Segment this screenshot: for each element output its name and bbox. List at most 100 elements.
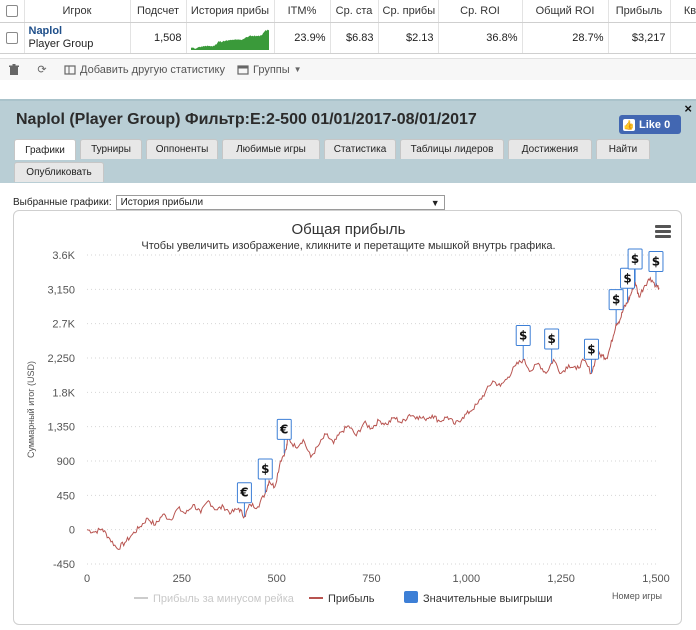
groups-label: Группы [253,63,290,76]
y-tick-label: 3.6K [52,250,75,262]
legend-item[interactable]: Прибыль за минусом рейка [134,593,295,605]
x-tick-label: 500 [267,573,285,585]
y-tick-label: 1.8K [52,387,75,399]
tab-tournaments[interactable]: Турниры [80,139,142,159]
x-tick-label: 0 [84,573,90,585]
header-quarter[interactable]: Кв [670,0,696,23]
refresh-icon: ⟳ [37,63,47,76]
chart-menu-icon[interactable] [655,225,671,239]
flag-label: $ [547,332,555,346]
header-count[interactable]: Подсчет [130,0,187,23]
tab-opponents[interactable]: Оппоненты [146,139,218,159]
y-tick-label: 0 [69,525,75,537]
add-column-icon [64,64,76,75]
header-player[interactable]: Игрок [24,0,131,23]
profit-chart[interactable]: Общая прибыль Чтобы увеличить изображени… [13,210,682,625]
charts-content: Выбранные графики: История прибыли ▼ Общ… [0,183,696,630]
y-axis-title: Суммарный итог (USD) [26,361,36,458]
chart-select[interactable]: История прибыли ▼ [115,195,445,210]
flag-label: $ [261,462,269,476]
groups-dropdown[interactable]: Группы ▼ [237,64,302,76]
header-avg-stake[interactable]: Ср. ста [330,0,379,23]
like-label: Like 0 [639,118,671,131]
tab-statistics[interactable]: Статистика [324,139,396,159]
quarter-value [670,22,696,54]
panel-title: Naplol (Player Group) Фильтр:E:2-500 01/… [16,111,477,128]
big-win-flag[interactable]: € [276,418,292,454]
big-win-flag[interactable]: $ [627,248,643,282]
player-group: Player Group [28,37,94,50]
y-tick-label: -450 [53,559,75,571]
big-win-flag[interactable]: $ [515,325,531,360]
y-tick-label: 1,350 [47,422,75,434]
select-all-checkbox[interactable] [5,4,18,17]
row-checkbox[interactable] [5,31,18,44]
legend-label: Значительные выигрыши [423,593,552,605]
player-name-link[interactable]: Naplol [28,24,63,37]
flag-label: $ [631,252,639,266]
legend-label: Прибыль [328,593,375,605]
x-tick-label: 750 [362,573,380,585]
chevron-down-icon: ▼ [293,65,302,74]
flag-label: € [279,422,288,436]
sparkline-area [190,29,269,50]
profit-sparkline[interactable] [190,26,269,50]
delete-button[interactable] [8,63,24,76]
stats-header-row: Игрок Подсчет История прибы ITM% Ср. ста… [0,0,696,23]
add-stats-label: Добавить другую статистику [80,63,225,76]
flag-label: $ [652,255,660,269]
chart-selector-row: Выбранные графики: История прибыли ▼ [13,195,445,210]
header-avg-roi[interactable]: Ср. ROI [438,0,523,23]
header-itm[interactable]: ITM% [274,0,331,23]
flag-label: $ [587,342,595,356]
legend-item[interactable]: Прибыль [309,593,375,605]
y-tick-label: 450 [57,490,75,502]
close-icon[interactable]: × [684,101,692,116]
avg-profit-value: $2.13 [378,22,439,54]
big-win-flag[interactable]: $ [257,458,273,494]
header-total-roi[interactable]: Общий ROI [522,0,609,23]
big-win-flag[interactable]: € [236,482,252,517]
header-avg-profit[interactable]: Ср. прибы [378,0,439,23]
refresh-button[interactable]: ⟳ [36,64,52,76]
legend-item[interactable]: Значительные выигрыши [404,591,552,605]
header-profit-history[interactable]: История прибы [186,0,275,23]
player-panel: × Naplol (Player Group) Фильтр:E:2-500 0… [0,99,696,630]
big-win-flag[interactable]: $ [583,338,599,374]
flag-label: $ [519,329,527,343]
tab-favorite-games[interactable]: Любимые игры [222,139,320,159]
avg-roi-value: 36.8% [438,22,523,54]
flag-label: € [239,486,248,500]
profit-series-line[interactable] [86,276,660,551]
row-select-cell[interactable] [0,22,25,54]
add-stats-button[interactable]: Добавить другую статистику [64,64,225,76]
tab-achievements[interactable]: Достижения [508,139,592,159]
stats-table: Игрок Подсчет История прибы ITM% Ср. ста… [0,0,696,54]
tab-find[interactable]: Найти [596,139,650,159]
legend-label: Прибыль за минусом рейка [153,593,295,605]
x-tick-label: 250 [173,573,191,585]
avg-stake-value: $6.83 [330,22,379,54]
big-win-flag[interactable]: $ [648,251,664,286]
chart-selector-label: Выбранные графики: [13,197,112,208]
tab-publish[interactable]: Опубликовать [14,162,104,182]
x-tick-label: 1,000 [453,573,481,585]
big-win-flag[interactable]: $ [620,267,636,303]
y-tick-label: 3,150 [47,284,75,296]
flag-label: $ [623,271,631,285]
x-tick-label: 1,500 [642,573,670,585]
select-all-header[interactable] [0,0,25,23]
header-profit[interactable]: Прибыль [608,0,671,23]
big-win-flag[interactable]: $ [608,289,624,324]
dropdown-arrow-icon: ▼ [430,197,440,208]
y-tick-label: 2,250 [47,353,75,365]
table-toolbar: ⟳ Добавить другую статистику Группы ▼ [0,58,696,80]
tab-leaderboards[interactable]: Таблицы лидеров [400,139,504,159]
itm-value: 23.9% [274,22,331,54]
thumbs-up-icon: 👍 [623,118,635,131]
chart-plot[interactable]: -450 0 450 900 1,350 1.8K 2,250 2.7K 3,150 3.6K 0 2… [14,211,683,626]
tab-charts[interactable]: Графики [14,139,76,160]
big-win-flag[interactable]: $ [544,328,560,363]
facebook-like-button[interactable]: 👍 Like 0 [619,115,681,134]
profit-sparkline-cell[interactable] [186,22,275,54]
